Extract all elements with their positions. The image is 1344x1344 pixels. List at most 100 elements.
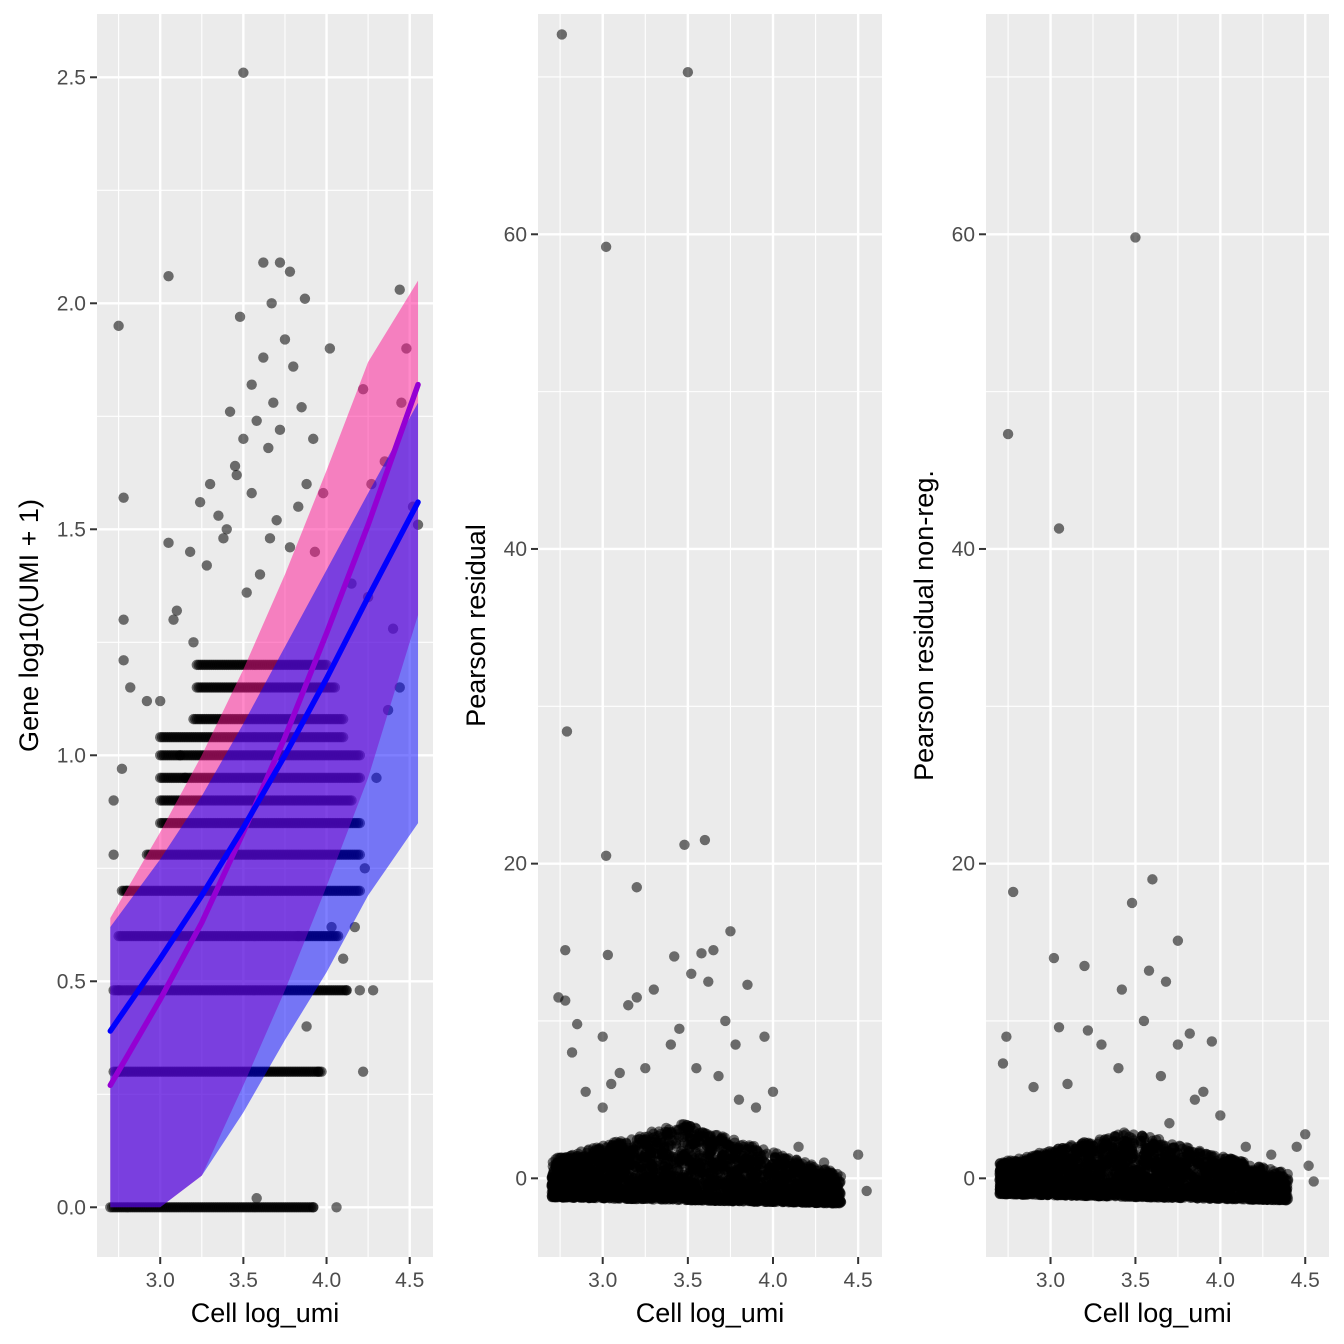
residual-point bbox=[685, 1133, 697, 1145]
residual-point bbox=[547, 1157, 559, 1168]
outlier-point bbox=[238, 67, 249, 78]
residual-point bbox=[682, 1189, 694, 1200]
outlier-point bbox=[213, 510, 224, 521]
outlier-point bbox=[703, 976, 714, 987]
residual-point bbox=[669, 1176, 680, 1187]
residual-point bbox=[738, 1175, 749, 1186]
outlier-point bbox=[600, 850, 612, 861]
outlier-point bbox=[141, 695, 153, 707]
outlier-point bbox=[324, 343, 336, 354]
y-tick-label: 40 bbox=[504, 538, 527, 561]
residual-point bbox=[640, 1135, 651, 1146]
outlier-point bbox=[733, 1094, 745, 1105]
outlier-point bbox=[341, 985, 352, 996]
residual-point bbox=[575, 1146, 587, 1157]
outlier-point bbox=[108, 849, 119, 860]
y-tick-label: 2.5 bbox=[57, 66, 86, 89]
residual-point bbox=[733, 1143, 745, 1154]
y-tick-label: 0.0 bbox=[57, 1196, 86, 1219]
outlier-point bbox=[299, 293, 311, 304]
outlier-point bbox=[224, 406, 236, 417]
outlier-point bbox=[337, 953, 349, 964]
outlier-point bbox=[640, 1062, 651, 1074]
outlier-point bbox=[263, 442, 274, 454]
outlier-point bbox=[571, 1018, 583, 1030]
y-axis-title: Gene log10(UMI + 1) bbox=[14, 499, 44, 752]
residual-point bbox=[677, 1122, 688, 1133]
outlier-point bbox=[713, 1070, 724, 1082]
residual-point bbox=[639, 1154, 651, 1165]
outlier-point bbox=[669, 951, 680, 962]
outlier-point bbox=[155, 695, 166, 707]
outlier-point bbox=[313, 1066, 324, 1077]
outlier-point bbox=[293, 501, 304, 512]
residual-point bbox=[698, 1166, 709, 1177]
blue-fit-line bbox=[107, 499, 421, 1034]
outlier-point bbox=[725, 926, 736, 937]
residual-point bbox=[594, 1187, 606, 1198]
outlier-point bbox=[258, 352, 269, 363]
outlier-point bbox=[560, 944, 571, 956]
residual-point bbox=[719, 1161, 730, 1172]
residual-point bbox=[801, 1184, 812, 1195]
y-tick-label: 60 bbox=[504, 223, 527, 246]
outlier-point bbox=[231, 469, 242, 481]
outlier-point bbox=[560, 995, 571, 1006]
outlier-point bbox=[331, 1202, 342, 1213]
outlier-point bbox=[254, 569, 266, 580]
residual-point bbox=[559, 1152, 570, 1163]
residual-point bbox=[738, 1156, 750, 1167]
outlier-point bbox=[357, 1066, 369, 1077]
outlier-point bbox=[241, 587, 252, 598]
outlier-point bbox=[284, 542, 296, 553]
y-tick-label: 1.5 bbox=[57, 518, 86, 541]
residual-point bbox=[604, 1139, 615, 1150]
y-tick-label: 20 bbox=[504, 853, 527, 876]
outlier-point bbox=[288, 361, 299, 372]
outlier-point bbox=[597, 1031, 608, 1042]
outlier-point bbox=[631, 992, 642, 1003]
outlier-point bbox=[274, 257, 286, 268]
x-tick-label: 4.5 bbox=[395, 1269, 424, 1292]
residual-point bbox=[667, 1129, 678, 1140]
residual-point bbox=[651, 1163, 663, 1174]
outlier-point bbox=[118, 614, 129, 625]
outlier-point bbox=[367, 985, 379, 996]
residual-point bbox=[725, 1174, 737, 1185]
blue-confidence-ribbon bbox=[110, 402, 419, 1208]
residual-point bbox=[549, 1185, 561, 1196]
residual-point bbox=[588, 1168, 600, 1179]
outlier-point bbox=[623, 1000, 634, 1011]
residual-point bbox=[767, 1158, 778, 1170]
residual-point bbox=[751, 1144, 763, 1156]
residual-point bbox=[678, 1173, 690, 1184]
outlier-point bbox=[125, 682, 136, 693]
points-layer bbox=[546, 29, 872, 1209]
outlier-point bbox=[686, 968, 697, 979]
residual-point bbox=[812, 1189, 824, 1200]
x-tick-label: 4.0 bbox=[758, 1269, 787, 1292]
residual-point bbox=[714, 1190, 725, 1202]
outlier-point bbox=[284, 266, 296, 277]
residual-point bbox=[665, 1139, 676, 1151]
y-tick-label: 1.0 bbox=[57, 744, 86, 767]
outlier-point bbox=[188, 637, 199, 648]
residual-point bbox=[572, 1169, 583, 1181]
residual-point bbox=[646, 1126, 657, 1137]
y-axis-title: Pearson residual bbox=[461, 524, 491, 727]
outlier-point bbox=[229, 460, 241, 472]
residual-point bbox=[789, 1196, 801, 1207]
outlier-point bbox=[602, 949, 614, 961]
residual-point bbox=[731, 1193, 742, 1204]
residual-point bbox=[578, 1179, 589, 1190]
outlier-point bbox=[674, 1023, 685, 1035]
outlier-point bbox=[246, 487, 257, 499]
outlier-point bbox=[108, 795, 119, 806]
residual-point bbox=[744, 1195, 756, 1207]
x-tick-label: 4.0 bbox=[312, 1269, 341, 1292]
outlier-point bbox=[750, 1102, 762, 1113]
x-tick-label: 3.0 bbox=[146, 1269, 175, 1292]
residual-point bbox=[654, 1187, 665, 1198]
